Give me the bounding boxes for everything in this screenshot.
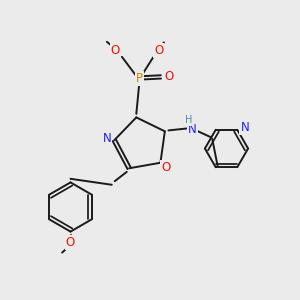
Text: O: O: [111, 44, 120, 57]
Text: O: O: [164, 70, 173, 83]
Text: N: N: [188, 123, 197, 136]
Text: O: O: [161, 161, 170, 174]
Text: O: O: [66, 236, 75, 249]
Text: N: N: [102, 132, 111, 145]
Text: P: P: [136, 72, 143, 85]
Text: N: N: [240, 121, 249, 134]
Text: O: O: [154, 44, 163, 57]
Text: H: H: [185, 115, 193, 125]
